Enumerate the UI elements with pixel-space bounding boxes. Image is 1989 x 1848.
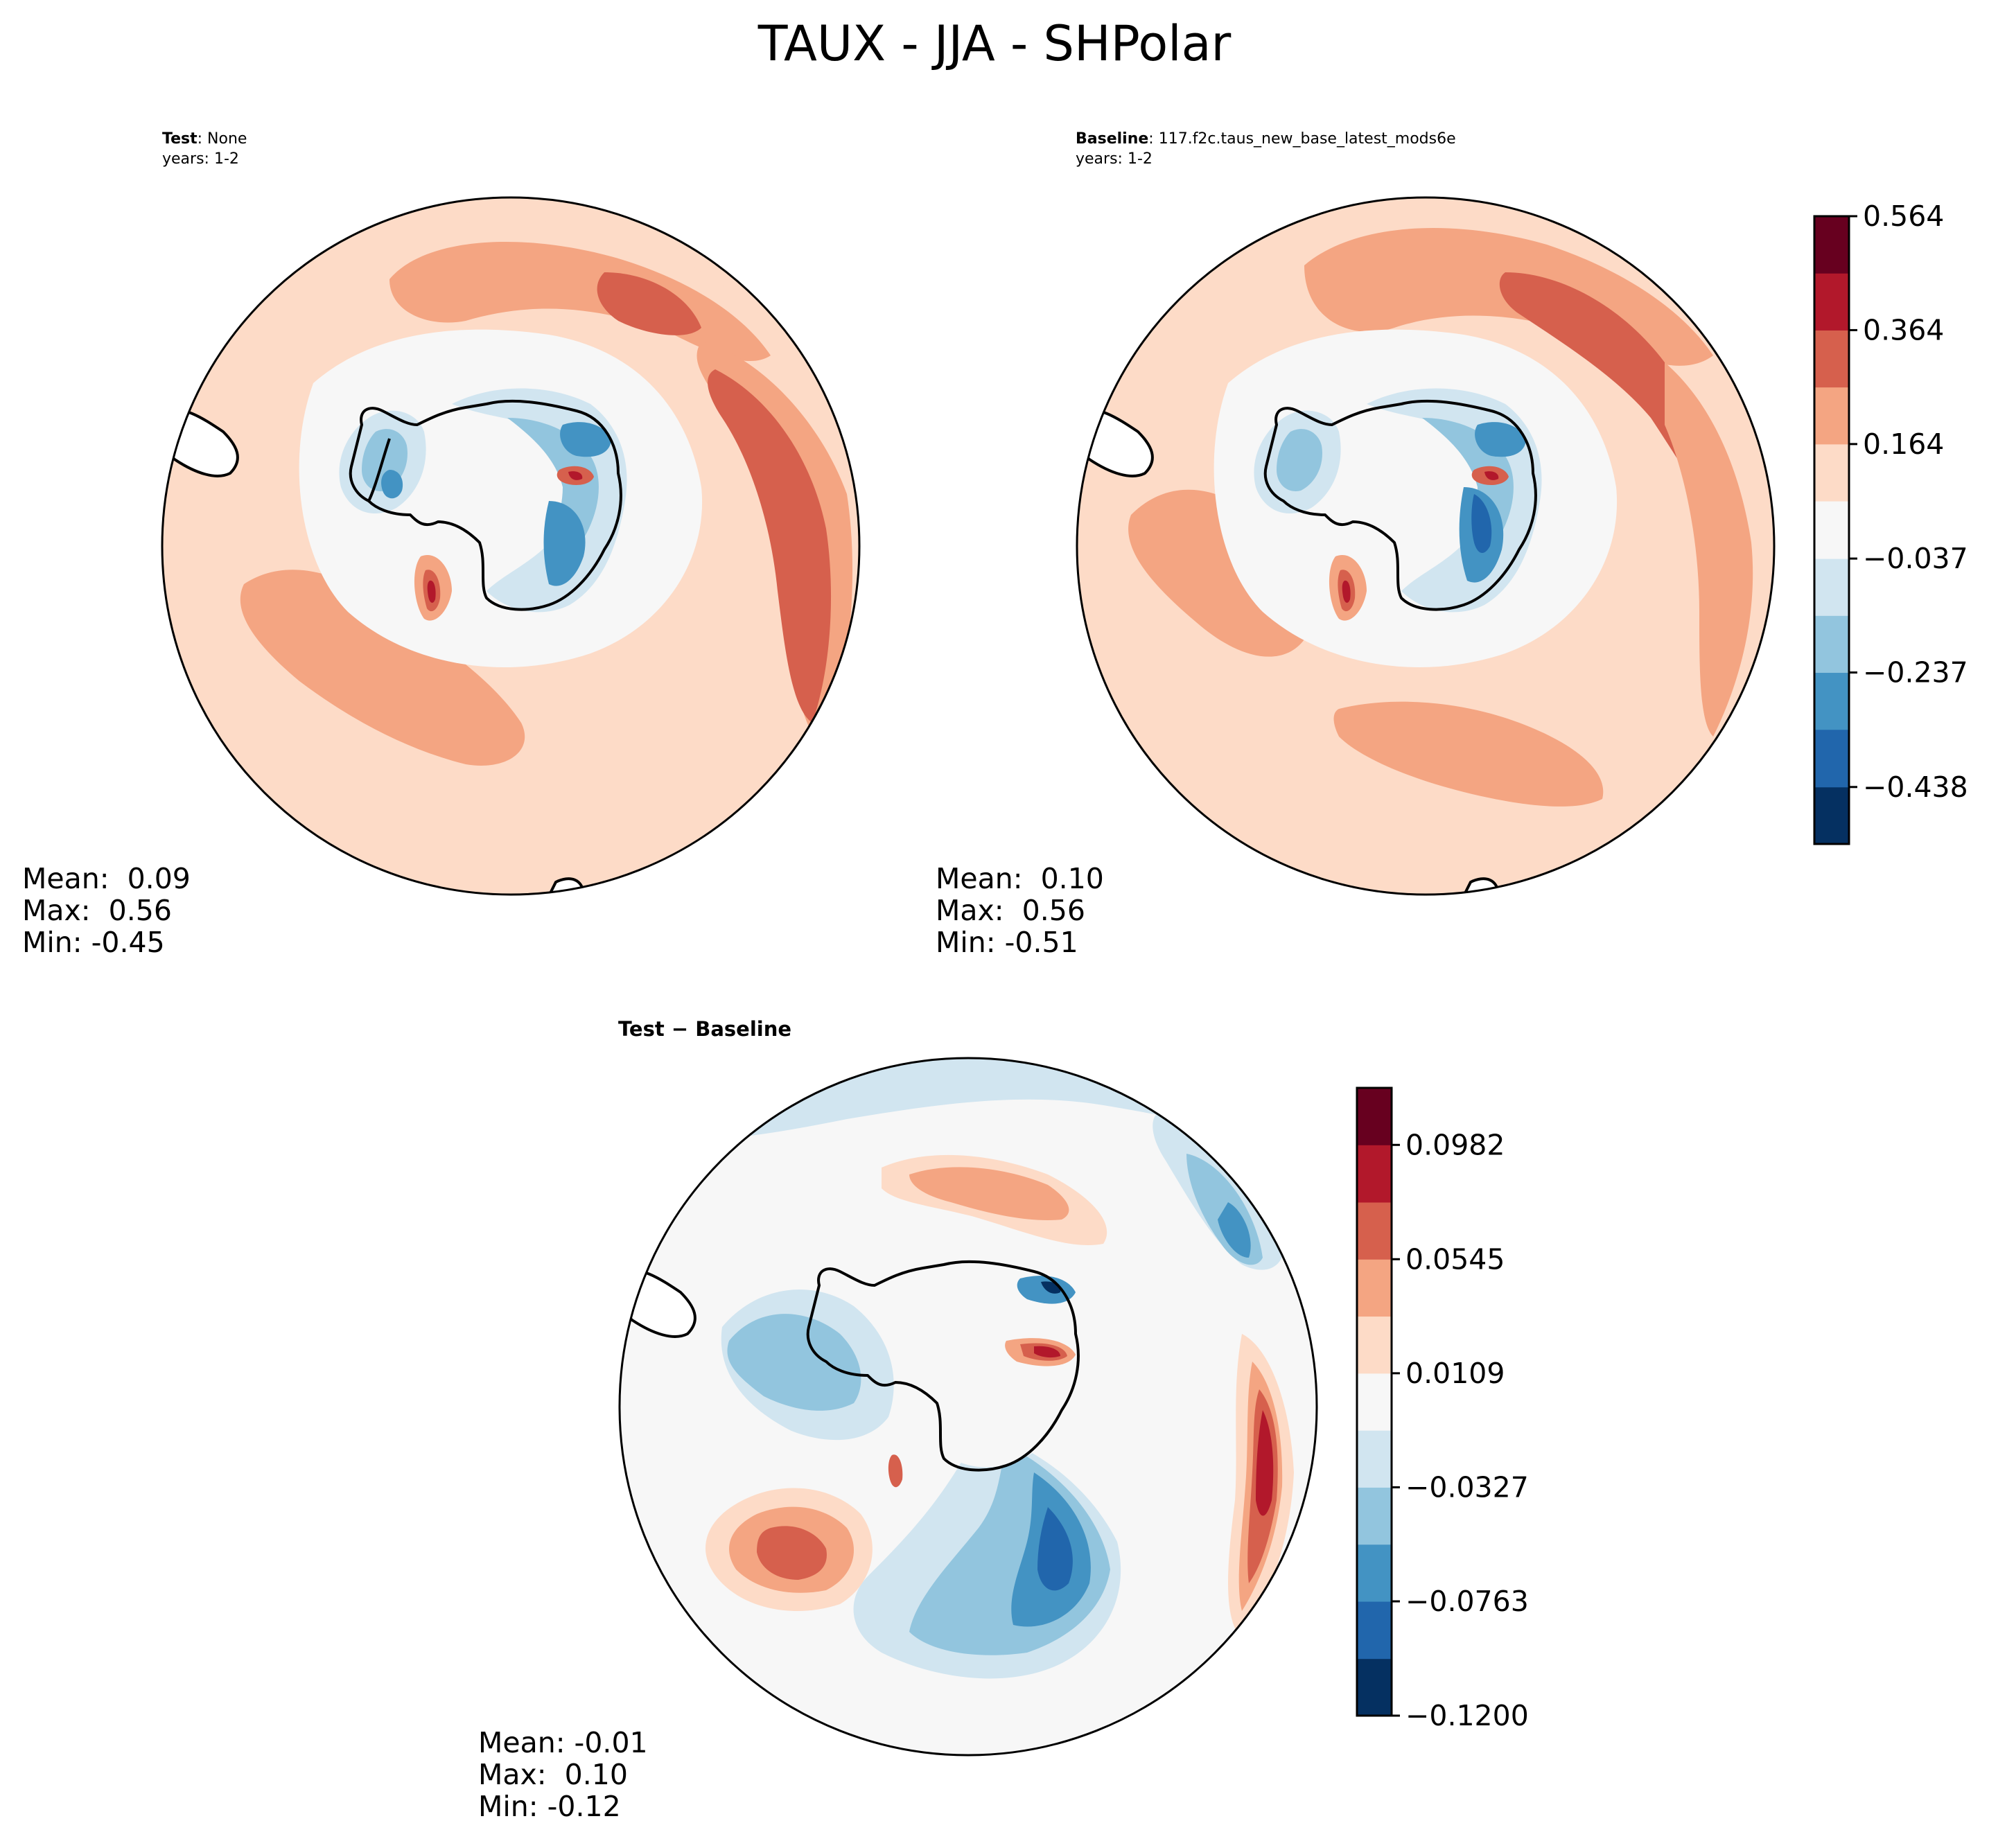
baseline-ring-east [1499,272,1727,522]
top-colorbar-segment [1814,387,1849,445]
top-colorbar-segment [1814,330,1849,388]
diff-map [618,1057,1318,1757]
test-years: years: 1-2 [162,150,239,168]
diff-colorbar-segment [1357,1373,1392,1431]
baseline-years: years: 1-2 [1076,150,1153,168]
diff-colorbar-segment [1357,1544,1392,1602]
diff-colorbar-segment [1357,1487,1392,1545]
baseline-max: Max: 0.56 [936,894,1085,927]
top-colorbar-segment [1814,558,1849,616]
top-colorbar-tick-label: −0.438 [1863,771,1968,804]
diff-colorbar: 0.0982 0.0545 0.0109 −0.0327 −0.0763 −0.1200 [1356,1086,1529,1732]
diff-mean: Mean: -0.01 [478,1726,648,1759]
diff-max: Max: 0.10 [478,1758,628,1791]
figure-title: TAUX - JJA - SHPolar [757,15,1232,72]
baseline-panel-title: Baseline: 117.f2c.taus_new_base_latest_m… [1076,130,1456,148]
diff-colorbar-segment [1357,1259,1392,1317]
diff-colorbar-segment [1357,1316,1392,1374]
top-colorbar: 0.564 0.364 0.164 −0.037 −0.237 −0.438 [1813,200,1968,845]
diff-min: Min: -0.12 [478,1790,621,1823]
baseline-name: 117.f2c.taus_new_base_latest_mods6e [1158,130,1456,148]
top-colorbar-tick-label: −0.237 [1863,656,1968,689]
diff-colorbar-segment [1357,1601,1392,1660]
diff-colorbar-tick-label: −0.0763 [1405,1585,1529,1618]
baseline-label: Baseline [1076,130,1149,148]
diff-stats: Mean: -0.01 Max: 0.10 Min: -0.12 [478,1727,648,1822]
baseline-coastline [1263,399,1537,611]
test-label: Test [162,130,198,148]
top-colorbar-tick-label: −0.037 [1863,542,1968,575]
diff-map-border [618,1057,1318,1757]
diff-colorbar-tick-label: 0.0982 [1405,1128,1505,1161]
diff-colorbar-tick-label: −0.0327 [1405,1470,1529,1504]
test-min: Min: -0.45 [22,926,165,959]
test-panel-title: Test: None [162,130,247,148]
diff-colorbar-frame [1356,1086,1393,1717]
baseline-mean: Mean: 0.10 [936,862,1104,895]
diff-panel-title: Test − Baseline [618,1017,792,1041]
top-colorbar-segment [1814,273,1849,331]
test-stats: Mean: 0.09 Max: 0.56 Min: -0.45 [22,863,191,958]
top-colorbar-segment [1814,786,1849,845]
baseline-min: Min: -0.51 [936,926,1078,959]
test-map-border [161,196,861,896]
baseline-stats: Mean: 0.10 Max: 0.56 Min: -0.51 [936,863,1104,958]
test-mean: Mean: 0.09 [22,862,191,895]
diff-positive-southwest [757,1526,827,1580]
baseline-ring-south [1333,701,1604,807]
top-colorbar-segment [1814,443,1849,502]
test-name: None [207,130,247,148]
top-colorbar-tick-label: 0.164 [1863,428,1944,461]
top-colorbar-tick-label: 0.564 [1863,200,1944,233]
diff-positive-north [909,1167,1069,1220]
diff-colorbar-tick-label: 0.0109 [1405,1357,1505,1390]
diff-colorbar-segment [1357,1430,1392,1488]
top-colorbar-segment [1814,216,1849,274]
top-colorbar-segment [1814,672,1849,730]
test-map [161,196,861,896]
diff-colorbar-segment [1357,1145,1392,1203]
top-colorbar-segment [1814,615,1849,674]
test-max: Max: 0.56 [22,894,172,927]
test-ring-west [240,570,525,766]
diff-colorbar-segment [1357,1658,1392,1716]
diff-negative-west [727,1314,861,1411]
baseline-map [1076,196,1776,896]
top-colorbar-segment [1814,729,1849,788]
top-colorbar-tick-label: 0.364 [1863,313,1944,346]
diff-colorbar-segment [1357,1202,1392,1260]
diff-colorbar-segment [1357,1088,1392,1145]
top-colorbar-segment [1814,501,1849,559]
top-colorbar-frame [1813,215,1850,845]
baseline-map-border [1076,196,1776,896]
diff-colorbar-tick-label: −0.1200 [1405,1699,1529,1732]
diff-positive-east [1256,1410,1274,1516]
test-coastline [349,399,622,611]
diff-coastline [806,1260,1080,1472]
diff-colorbar-tick-label: 0.0545 [1405,1242,1505,1276]
